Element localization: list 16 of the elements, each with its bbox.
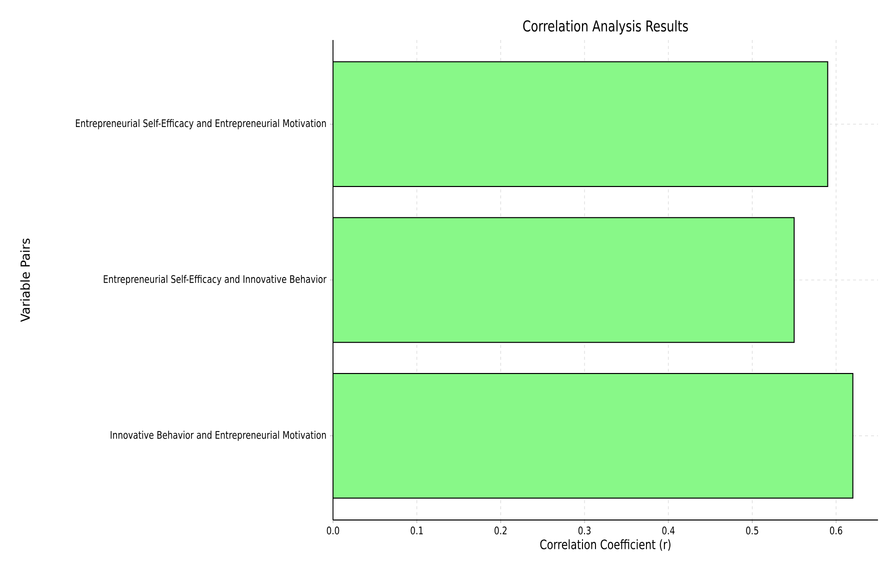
y-axis-title: Variable Pairs bbox=[20, 238, 30, 322]
bar bbox=[333, 217, 795, 343]
x-tick-label: 0.5 bbox=[746, 526, 758, 534]
x-tick-label: 0.3 bbox=[578, 526, 591, 534]
x-tick-label: 0.6 bbox=[830, 526, 842, 534]
x-axis-title: Correlation Coefficient (r) bbox=[540, 539, 670, 551]
x-tick-label: 0.1 bbox=[410, 526, 423, 534]
y-tick-label: Entrepreneurial Self-Efficacy and Entrepreneurial Motivation bbox=[76, 119, 326, 130]
bar bbox=[333, 61, 828, 187]
chart-title: Correlation Analysis Results bbox=[523, 20, 688, 34]
y-tick-label: Entrepreneurial Self-Efficacy and Innovative Behavior bbox=[104, 274, 327, 286]
x-tick-label: 0.0 bbox=[326, 526, 340, 534]
bar bbox=[333, 372, 854, 499]
y-tick-label: Innovative Behavior and Entrepreneurial Motivation bbox=[110, 430, 326, 441]
x-tick-label: 0.4 bbox=[662, 526, 675, 534]
x-tick-label: 0.2 bbox=[494, 526, 507, 534]
